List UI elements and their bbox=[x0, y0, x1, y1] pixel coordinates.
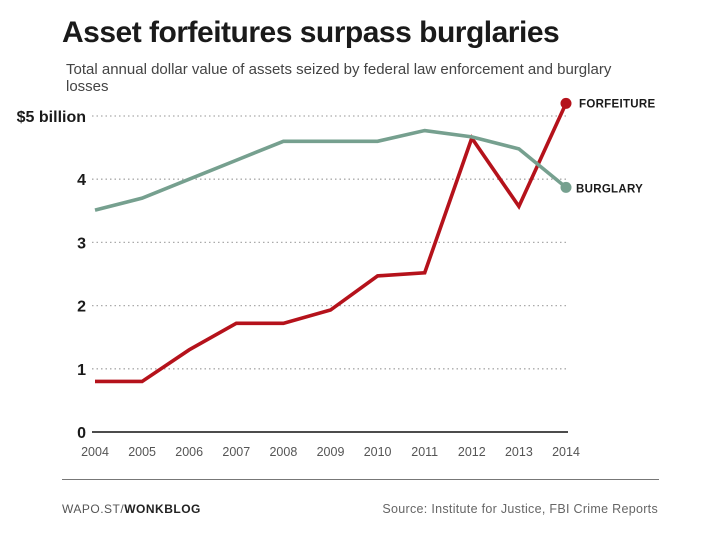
footer-credit: WAPO.ST/WONKBLOG bbox=[62, 502, 201, 516]
x-tick-label: 2009 bbox=[317, 445, 345, 459]
y-tick-label: 4 bbox=[77, 172, 86, 189]
y-tick-label: 0 bbox=[77, 425, 86, 442]
y-tick-label: 3 bbox=[77, 235, 86, 252]
x-tick-label: 2012 bbox=[458, 445, 486, 459]
y-tick-label: 2 bbox=[77, 299, 86, 316]
x-tick-labels: 2004 2005 2006 2007 2008 2009 2010 2011 2012 2013… bbox=[81, 445, 580, 459]
x-tick-label: 2013 bbox=[505, 445, 533, 459]
burglary-series-label: BURGLARY bbox=[576, 183, 643, 195]
series-forfeiture: FORFEITURE bbox=[94, 97, 655, 384]
x-tick-label: 2011 bbox=[411, 445, 438, 459]
chart-subtitle: Total annual dollar value of assets seiz… bbox=[66, 61, 612, 95]
source-note: Source: Institute for Justice, FBI Crime… bbox=[382, 502, 658, 516]
credit-prefix: WAPO.ST/ bbox=[62, 502, 125, 516]
series-burglary: BURGLARY bbox=[94, 128, 643, 212]
x-tick-label: 2006 bbox=[175, 445, 203, 459]
x-tick-label: 2010 bbox=[364, 445, 392, 459]
footer-divider bbox=[62, 479, 659, 480]
x-tick-label: 2005 bbox=[128, 445, 156, 459]
chart-title: Asset forfeitures surpass burglaries bbox=[62, 16, 560, 49]
grid-layer bbox=[92, 115, 568, 433]
burglary-end-point bbox=[560, 181, 572, 193]
x-tick-label: 2004 bbox=[81, 445, 109, 459]
series-layer: FORFEITURE BURGLARY bbox=[94, 97, 655, 384]
y-tick-label: 1 bbox=[77, 362, 86, 379]
forfeiture-end-point bbox=[560, 97, 572, 109]
forfeiture-series-label: FORFEITURE bbox=[579, 98, 655, 110]
y-tick-label: $5 billion bbox=[17, 109, 86, 126]
x-tick-label: 2007 bbox=[222, 445, 250, 459]
x-tick-label: 2008 bbox=[269, 445, 297, 459]
y-tick-labels: 0 1 2 3 4 $5 billion bbox=[17, 109, 86, 442]
x-tick-label: 2014 bbox=[552, 445, 580, 459]
credit-brand: WONKBLOG bbox=[124, 502, 201, 516]
